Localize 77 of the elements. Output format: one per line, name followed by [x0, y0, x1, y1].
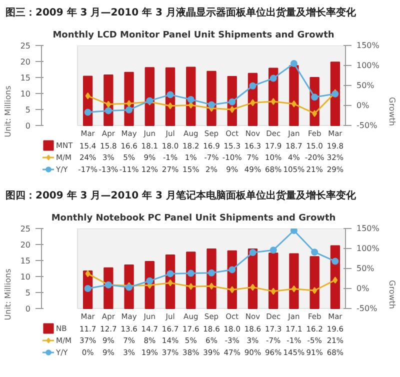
point: [230, 106, 235, 113]
point: [332, 276, 338, 284]
point: [168, 279, 173, 286]
y-tick-label: 0: [25, 304, 31, 314]
y2-tick-label: -50%: [356, 304, 378, 313]
point: [230, 286, 235, 294]
point: [168, 102, 173, 110]
y-tick-label: 5: [25, 288, 31, 298]
point: [312, 110, 318, 117]
bar: [330, 62, 340, 126]
point: [270, 246, 277, 254]
point: [270, 98, 276, 105]
point: [104, 107, 112, 114]
y2-tick-label: 50%: [356, 264, 375, 273]
point: [311, 94, 318, 101]
y2-tick-label: 100%: [356, 244, 380, 253]
point: [312, 287, 318, 294]
y2-axis-title: Growth: [387, 97, 396, 126]
y-tick-label: 20: [20, 240, 31, 250]
y2-tick-label: 150%: [356, 41, 380, 50]
y-tick-label: 25: [20, 224, 31, 234]
point: [84, 285, 92, 292]
point: [85, 92, 90, 100]
point: [270, 74, 277, 82]
point: [126, 100, 132, 107]
y2-tick-label: 50%: [356, 81, 375, 90]
y2-tick-label: 100%: [356, 61, 380, 70]
point: [311, 248, 318, 256]
point: [85, 270, 90, 278]
bar: [289, 65, 299, 126]
y-tick-label: 5: [25, 106, 31, 114]
point: [270, 288, 276, 295]
y-tick-label: 10: [20, 272, 31, 282]
y2-tick-label: 0%: [356, 101, 370, 110]
y-tick-label: 20: [20, 58, 31, 66]
y-tick-label: 25: [20, 42, 31, 50]
point: [126, 106, 133, 114]
point: [106, 100, 111, 108]
point: [146, 277, 154, 284]
point: [84, 108, 92, 116]
y-axis-title: Unit: Millions: [3, 86, 12, 138]
point: [250, 99, 256, 106]
point: [187, 96, 194, 103]
point: [166, 91, 174, 98]
bar: [310, 256, 320, 309]
point: [228, 266, 236, 274]
bar: [268, 252, 278, 309]
y-tick-label: 15: [20, 256, 31, 266]
point: [188, 102, 194, 109]
y-axis-title: Unit: Millions: [3, 268, 12, 320]
point: [188, 283, 194, 290]
point: [166, 270, 174, 278]
point: [291, 285, 296, 292]
point: [290, 60, 298, 67]
point: [249, 82, 256, 90]
y2-tick-label: 0%: [356, 284, 370, 293]
chart-title: 图三：2009 年 3 月—2010 年 3 月液晶显示器面板单位出货量及增长率变化: [6, 6, 357, 18]
bar: [144, 67, 154, 126]
point: [228, 98, 236, 106]
bar: [289, 253, 299, 309]
y2-tick-label: -50%: [356, 121, 378, 130]
point: [249, 249, 256, 256]
point: [290, 228, 298, 234]
point: [208, 269, 215, 276]
y-tick-label: 10: [20, 90, 31, 98]
y2-tick-label: 150%: [356, 224, 380, 233]
chart-title: 图四：2009 年 3 月—2010 年 3 月笔记本电脑面板单位出货量及增长率变化: [6, 190, 357, 202]
chart-subtitle: Monthly LCD Monitor Panel Unit Shipments and Growth: [52, 30, 334, 40]
point: [250, 284, 256, 291]
point: [291, 100, 296, 108]
y-tick-label: 0: [25, 122, 31, 130]
point: [208, 101, 215, 108]
y-tick-label: 15: [20, 74, 31, 82]
y2-axis-title: Growth: [387, 280, 396, 309]
point: [332, 258, 339, 265]
point: [187, 270, 194, 277]
chart-subtitle: Monthly Notebook PC Panel Unit Shipments and Growth: [51, 214, 336, 224]
